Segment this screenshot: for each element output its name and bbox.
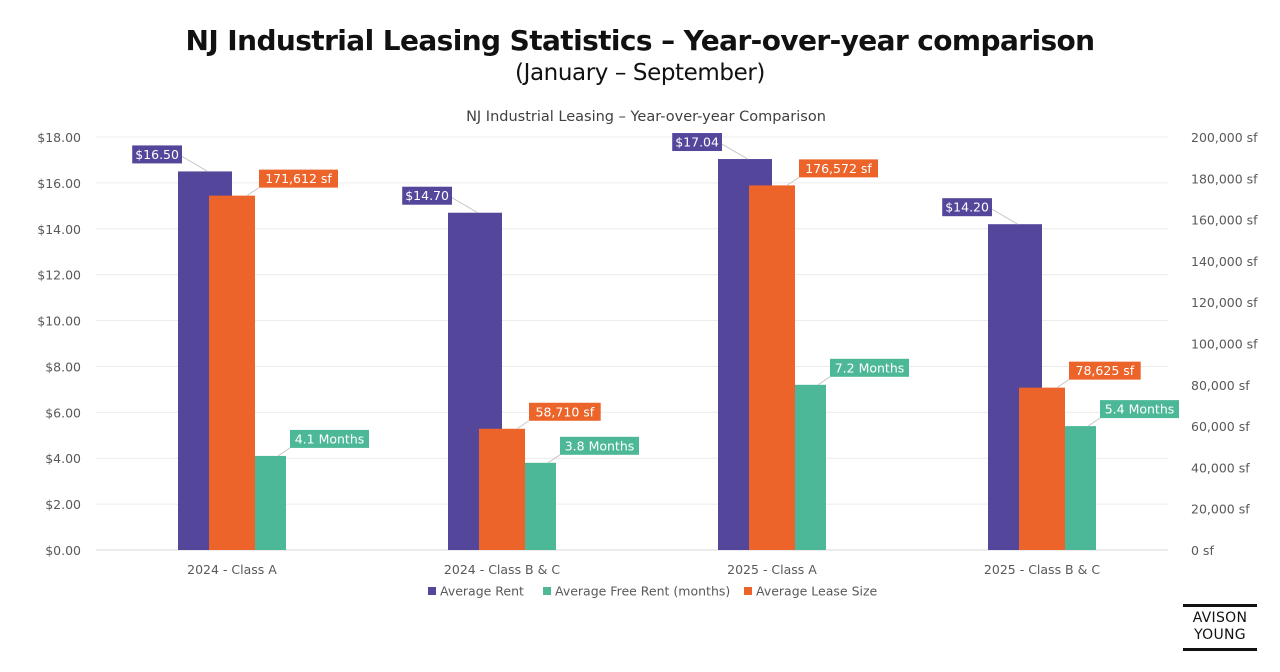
data-label-box (1069, 361, 1141, 380)
x-axis-category-label: 2024 - Class A (187, 562, 277, 577)
right-axis-tick-label: 100,000 sf (1191, 337, 1258, 352)
logo-word-young: YOUNG (1194, 627, 1246, 643)
logo-bar-top (1183, 604, 1257, 607)
bar-average-lease-size (209, 195, 255, 550)
leader-line (817, 376, 831, 386)
leader-line (451, 197, 478, 214)
right-axis: 0 sf 20,000 sf 40,000 sf 60,000 sf 80,000 sf… (1191, 130, 1258, 558)
leader-line (721, 143, 748, 160)
left-axis-tick-label: $6.00 (45, 405, 81, 420)
right-axis-tick-label: 0 sf (1191, 543, 1214, 558)
right-axis-tick-label: 60,000 sf (1191, 419, 1250, 434)
data-label: $14.20 (945, 200, 989, 215)
data-label: 7.2 Months (835, 360, 905, 375)
legend-swatch (744, 587, 752, 595)
data-label-box (132, 145, 182, 164)
right-axis-tick-label: 180,000 sf (1191, 171, 1258, 186)
right-axis-tick-label: 20,000 sf (1191, 502, 1250, 517)
left-axis-tick-label: $18.00 (37, 130, 81, 145)
left-axis-tick-label: $10.00 (37, 314, 81, 329)
data-label-box (529, 402, 601, 421)
bar-average-lease-size (479, 428, 525, 550)
bar-average-free-rent-months (255, 455, 286, 550)
data-label-box (402, 186, 452, 205)
leader-line (547, 454, 561, 464)
leader-line (277, 447, 291, 457)
legend-swatch (428, 587, 436, 595)
data-label: 3.8 Months (565, 438, 635, 453)
page-subtitle: (January – September) (515, 60, 765, 86)
data-label: 78,625 sf (1076, 363, 1135, 378)
right-axis-tick-label: 160,000 sf (1191, 213, 1258, 228)
legend-label: Average Lease Size (756, 584, 878, 599)
right-axis-tick-label: 120,000 sf (1191, 295, 1258, 310)
page-title: NJ Industrial Leasing Statistics – Year-… (185, 24, 1096, 57)
left-axis-tick-label: $4.00 (45, 451, 81, 466)
data-label-box (560, 436, 639, 455)
x-axis: 2024 - Class A 2024 - Class B & C 2025 - C… (187, 562, 1100, 577)
left-axis-tick-label: $8.00 (45, 359, 81, 374)
label-leader-lines (181, 143, 1101, 464)
bar-average-free-rent-months (795, 384, 826, 550)
data-label: 176,572 sf (805, 161, 872, 176)
left-axis: $0.00 $2.00 $4.00 $6.00 $8.00 $10.00 $12.00 $14… (37, 130, 81, 558)
leader-line (181, 155, 208, 172)
logo-word-avison: AVISON (1192, 610, 1248, 626)
leader-line (516, 420, 530, 430)
data-label: $14.70 (405, 188, 449, 203)
data-label-box (672, 133, 722, 152)
data-label: 171,612 sf (265, 171, 332, 186)
data-label-box (799, 159, 878, 178)
legend-label: Average Free Rent (months) (555, 584, 730, 599)
left-axis-tick-label: $16.00 (37, 176, 81, 191)
left-axis-tick-label: $14.00 (37, 222, 81, 237)
chart-title: NJ Industrial Leasing – Year-over-year C… (466, 109, 826, 125)
leader-line (246, 187, 260, 197)
x-axis-category-label: 2025 - Class A (727, 562, 817, 577)
avison-young-logo: AVISON YOUNG (1183, 604, 1257, 651)
data-label: 58,710 sf (536, 404, 595, 419)
x-axis-category-label: 2024 - Class B & C (444, 562, 560, 577)
left-axis-tick-label: $0.00 (45, 543, 81, 558)
right-axis-tick-label: 200,000 sf (1191, 130, 1258, 145)
right-axis-tick-label: 140,000 sf (1191, 254, 1258, 269)
bar-average-lease-size (749, 185, 795, 550)
data-label: $17.04 (675, 135, 719, 150)
leader-line (991, 208, 1018, 225)
data-label: 4.1 Months (295, 431, 365, 446)
bar-average-free-rent-months (525, 462, 556, 550)
data-label: $16.50 (135, 147, 179, 162)
bar-average-lease-size (1019, 387, 1065, 550)
legend-label: Average Rent (440, 584, 524, 599)
legend-swatch (543, 587, 551, 595)
data-label-box (830, 358, 909, 377)
data-label-box (942, 198, 992, 217)
data-label: 5.4 Months (1105, 402, 1175, 417)
logo-bar-bottom (1183, 648, 1257, 651)
left-axis-tick-label: $2.00 (45, 497, 81, 512)
leader-line (1056, 379, 1070, 389)
right-axis-tick-label: 80,000 sf (1191, 378, 1250, 393)
data-label-box (290, 429, 369, 448)
left-axis-tick-label: $12.00 (37, 268, 81, 283)
bar-average-free-rent-months (1065, 426, 1096, 550)
right-axis-tick-label: 40,000 sf (1191, 460, 1250, 475)
leader-line (786, 176, 800, 186)
leader-line (1087, 417, 1101, 427)
legend: Average Rent Average Free Rent (months) Av… (428, 584, 878, 599)
bars (178, 159, 1096, 550)
data-labels: $16.50 171,612 sf 4.1 Months $14.70 58,710 s… (132, 133, 1179, 455)
x-axis-category-label: 2025 - Class B & C (984, 562, 1100, 577)
data-label-box (1100, 400, 1179, 419)
data-label-box (259, 169, 338, 188)
